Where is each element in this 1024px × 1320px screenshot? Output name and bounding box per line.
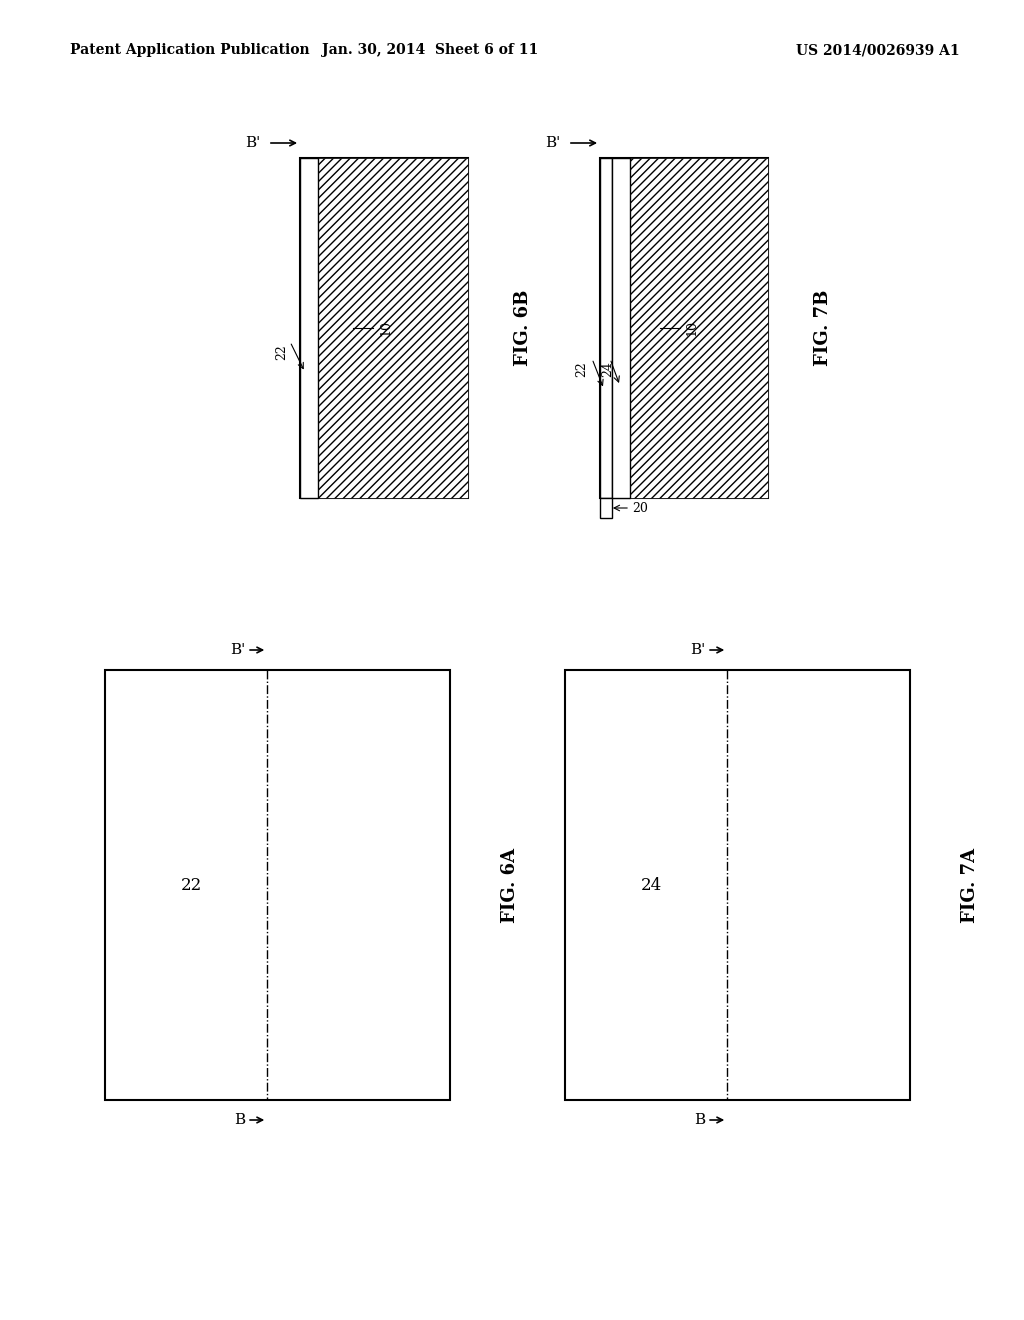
Text: FIG. 6A: FIG. 6A [501, 847, 519, 923]
Text: 10: 10 [686, 319, 698, 337]
Text: B': B' [690, 643, 706, 657]
Text: FIG. 6B: FIG. 6B [514, 290, 532, 366]
Text: US 2014/0026939 A1: US 2014/0026939 A1 [797, 44, 961, 57]
Text: 10: 10 [379, 319, 392, 337]
Text: B': B' [245, 136, 260, 150]
Text: FIG. 7A: FIG. 7A [961, 847, 979, 923]
Bar [600, 158, 768, 498]
Text: B': B' [230, 643, 245, 657]
Bar [318, 158, 468, 498]
Bar [612, 158, 630, 498]
Text: Patent Application Publication: Patent Application Publication [70, 44, 309, 57]
Bar [300, 158, 468, 498]
Text: 24: 24 [641, 876, 662, 894]
Text: 24: 24 [601, 360, 614, 376]
Text: 20: 20 [632, 502, 648, 515]
Text: FIG. 7B: FIG. 7B [814, 290, 831, 366]
Bar [300, 158, 318, 498]
Bar [105, 671, 450, 1100]
Text: B: B [694, 1113, 706, 1127]
Text: B: B [234, 1113, 245, 1127]
Text: Jan. 30, 2014  Sheet 6 of 11: Jan. 30, 2014 Sheet 6 of 11 [322, 44, 539, 57]
Text: 22: 22 [575, 360, 589, 376]
Bar [630, 158, 768, 498]
Text: 22: 22 [275, 345, 289, 359]
Text: 22: 22 [180, 876, 202, 894]
Text: B': B' [545, 136, 560, 150]
Bar [600, 158, 612, 498]
Bar [600, 498, 612, 517]
Bar [565, 671, 910, 1100]
